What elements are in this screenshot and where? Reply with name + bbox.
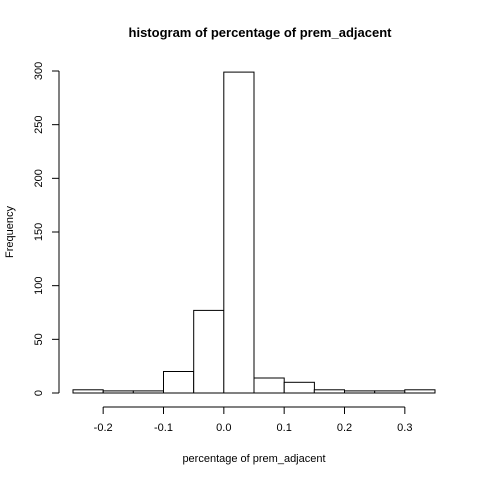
bars-group xyxy=(72,71,436,394)
y-tick-label: 50 xyxy=(33,333,45,345)
x-tick-label: -0.2 xyxy=(94,422,113,434)
y-tick-label: 200 xyxy=(33,169,45,187)
histogram-bar xyxy=(253,377,285,394)
x-tick-label: 0.1 xyxy=(277,422,292,434)
x-tick-label: 0.2 xyxy=(337,422,352,434)
x-axis-label: percentage of prem_adjacent xyxy=(182,453,325,465)
histogram-bar xyxy=(313,389,345,394)
x-tick-label: -0.1 xyxy=(154,422,173,434)
histogram-bar xyxy=(163,371,195,394)
y-tick-label: 100 xyxy=(33,276,45,294)
x-tick-label: 0.0 xyxy=(216,422,231,434)
y-tick-label: 150 xyxy=(33,223,45,241)
x-tick-label: 0.3 xyxy=(397,422,412,434)
y-axis: 0 50 100 150 200 250 300 xyxy=(33,62,60,396)
histogram-bar xyxy=(72,389,104,394)
y-tick-label: 0 xyxy=(33,390,45,396)
y-axis-label: Frequency xyxy=(4,206,16,258)
histogram-bar xyxy=(404,389,436,394)
histogram-bar xyxy=(193,309,225,394)
chart-title: histogram of percentage of prem_adjacent xyxy=(129,25,393,40)
y-tick-label: 250 xyxy=(33,115,45,133)
histogram-bar xyxy=(132,390,165,394)
histogram-bar xyxy=(374,390,406,394)
y-tick-label: 300 xyxy=(33,62,45,80)
histogram-bar xyxy=(102,390,134,394)
histogram-bar xyxy=(223,71,255,394)
histogram-bar xyxy=(283,381,315,394)
x-axis: -0.2 -0.1 0.0 0.1 0.2 0.3 xyxy=(94,406,412,434)
histogram-bar xyxy=(344,390,376,394)
